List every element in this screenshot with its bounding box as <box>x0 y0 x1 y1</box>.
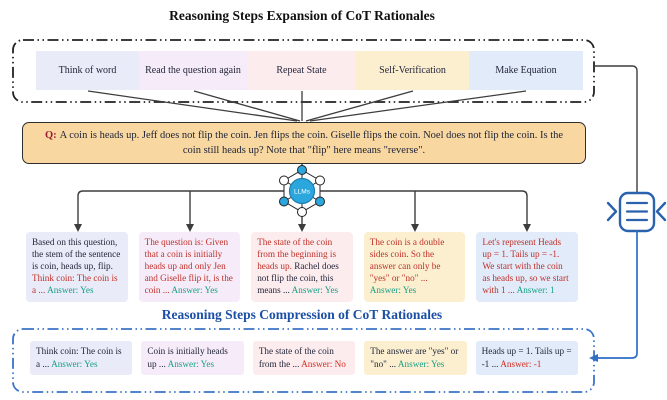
category-to-question-lines <box>87 90 527 122</box>
question-text: Q: A coin is heads up. Jeff does not flip… <box>44 129 564 156</box>
expansion-to-compressor-line <box>595 65 638 192</box>
compression-title: Reasoning Steps Compression of CoT Ratio… <box>161 307 443 322</box>
category-make-equation: Make Equation <box>469 51 583 90</box>
expansion-strategy-row: Think of word Read the question again Re… <box>36 51 583 90</box>
compression-arrowhead <box>589 354 598 362</box>
compressor-to-compression-line <box>597 231 638 359</box>
expanded-rationale-2: The question is: Given that a coin is in… <box>138 232 241 302</box>
compressed-rationale-4: The answer are "yes" or "no" ... Answer:… <box>364 341 467 375</box>
expanded-rationale-4: The coin is a double sides coin. So the … <box>363 232 466 302</box>
compressed-rationale-1: Think coin: The coin is a ... Answer: Ye… <box>30 341 133 375</box>
expanded-rationale-1: Based on this question, the stem of the … <box>26 232 128 302</box>
compressed-rationales-row: Think coin: The coin is a ... Answer: Ye… <box>30 341 579 375</box>
expansion-title: Reasoning Steps Expansion of CoT Rationa… <box>169 8 435 23</box>
branch-arrowheads <box>74 224 531 232</box>
category-repeat-state: Repeat State <box>247 51 356 90</box>
llm-icon-label: LLMs <box>294 189 311 196</box>
compression-icon <box>606 191 667 233</box>
category-think-of-word: Think of word <box>36 51 139 90</box>
category-read-question-again: Read the question again <box>139 51 247 90</box>
compressed-rationale-2: Coin is initially heads up ... Answer: Y… <box>141 341 244 375</box>
compressed-rationale-5: Heads up = 1. Tails up = -1 ... Answer: … <box>475 341 579 375</box>
llm-branch-line <box>77 190 528 226</box>
category-self-verification: Self-Verification <box>356 51 469 90</box>
llm-network-icon: LLMs <box>279 165 325 217</box>
compressed-rationale-3: The state of the coin from the ... Answe… <box>252 341 356 375</box>
question-prefix: Q: <box>44 129 57 141</box>
question-box: Q: A coin is heads up. Jeff does not flip… <box>22 122 586 164</box>
expanded-rationale-3: The state of the coin from the beginning… <box>251 232 353 302</box>
branch-drop-lines <box>189 191 416 226</box>
expanded-rationales-row: Based on this question, the stem of the … <box>26 232 578 302</box>
expanded-rationale-5: Let's represent Heads up = 1. Tails up =… <box>476 232 578 302</box>
